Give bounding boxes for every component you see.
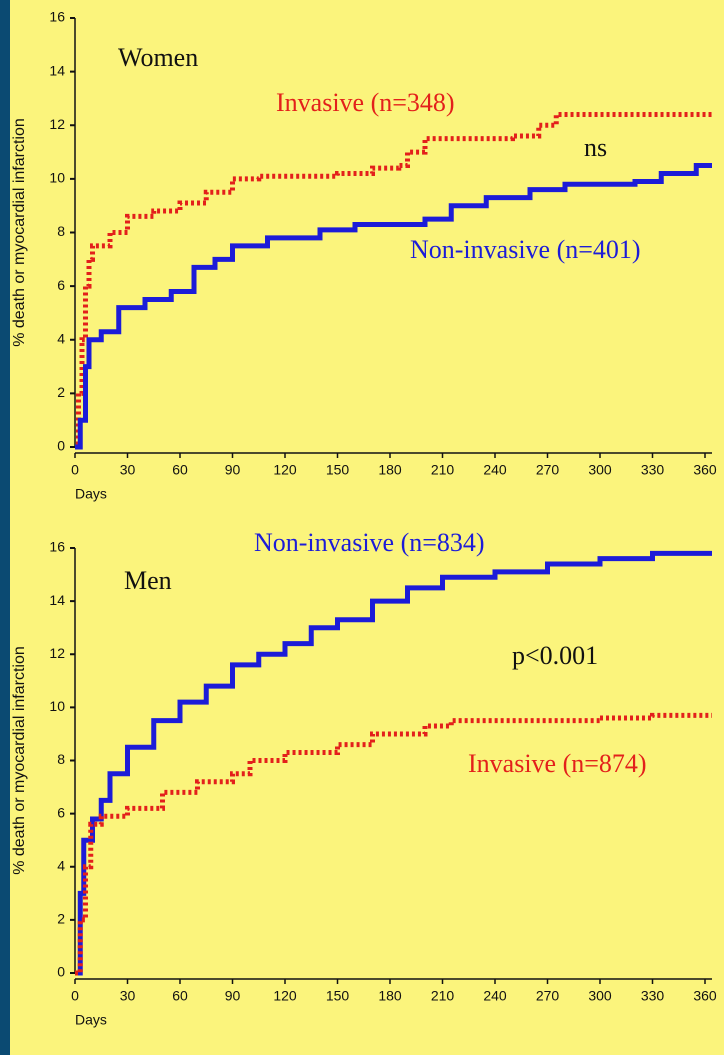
x-tick-label: 30 — [120, 462, 136, 478]
y-tick-label: 2 — [57, 911, 65, 927]
y-tick-label: 4 — [57, 857, 65, 873]
x-tick-label: 150 — [326, 988, 350, 1004]
series-label: Invasive (n=874) — [468, 749, 647, 778]
series-line — [75, 712, 712, 976]
x-tick-label: 120 — [273, 988, 297, 1004]
series-label: Invasive (n=348) — [276, 88, 455, 117]
x-tick-label: 360 — [693, 988, 717, 1004]
x-tick-label: 240 — [483, 462, 507, 478]
x-tick-label: 210 — [431, 988, 455, 1004]
x-tick-label: 60 — [172, 462, 188, 478]
x-tick-label: 330 — [641, 988, 665, 1004]
y-tick-label: 0 — [57, 964, 65, 980]
y-tick-label: 0 — [57, 438, 65, 454]
x-tick-label: 330 — [641, 462, 665, 478]
chart-title: Men — [124, 566, 172, 595]
x-tick-label: 90 — [225, 988, 241, 1004]
y-axis-label: % death or myocardial infarction — [11, 118, 28, 347]
y-tick-label: 14 — [49, 592, 65, 608]
y-tick-label: 12 — [49, 645, 65, 661]
x-tick-label: 60 — [172, 988, 188, 1004]
y-tick-label: 10 — [49, 698, 65, 714]
y-tick-label: 12 — [49, 116, 65, 132]
series-line — [75, 112, 712, 450]
x-tick-label: 180 — [378, 462, 402, 478]
y-tick-label: 16 — [49, 9, 65, 25]
chart-title: Women — [118, 43, 198, 72]
x-axis-label: Days — [75, 486, 107, 502]
y-tick-label: 10 — [49, 170, 65, 186]
x-tick-label: 300 — [588, 988, 612, 1004]
x-tick-label: 210 — [431, 462, 455, 478]
series-label: Non-invasive (n=834) — [254, 528, 485, 557]
x-tick-label: 0 — [71, 988, 79, 1004]
x-tick-label: 150 — [326, 462, 350, 478]
y-tick-label: 14 — [49, 62, 65, 78]
y-tick-label: 6 — [57, 277, 65, 293]
y-tick-label: 8 — [57, 751, 65, 767]
series-label: Non-invasive (n=401) — [410, 235, 641, 264]
y-tick-label: 6 — [57, 804, 65, 820]
x-tick-label: 360 — [693, 462, 717, 478]
annotation: ns — [584, 133, 607, 162]
x-tick-label: 300 — [588, 462, 612, 478]
y-tick-label: 2 — [57, 384, 65, 400]
y-tick-label: 8 — [57, 223, 65, 239]
x-tick-label: 120 — [273, 462, 297, 478]
annotation: p<0.001 — [512, 641, 598, 670]
y-axis-label: % death or myocardial infarction — [11, 646, 28, 875]
x-tick-label: 270 — [536, 462, 560, 478]
x-tick-label: 180 — [378, 988, 402, 1004]
y-tick-label: 16 — [49, 539, 65, 555]
x-tick-label: 90 — [225, 462, 241, 478]
y-tick-label: 4 — [57, 330, 65, 346]
x-tick-label: 30 — [120, 988, 136, 1004]
series-line — [75, 162, 712, 450]
x-axis-label: Days — [75, 1012, 107, 1028]
x-tick-label: 0 — [71, 462, 79, 478]
x-tick-label: 270 — [536, 988, 560, 1004]
x-tick-label: 240 — [483, 988, 507, 1004]
